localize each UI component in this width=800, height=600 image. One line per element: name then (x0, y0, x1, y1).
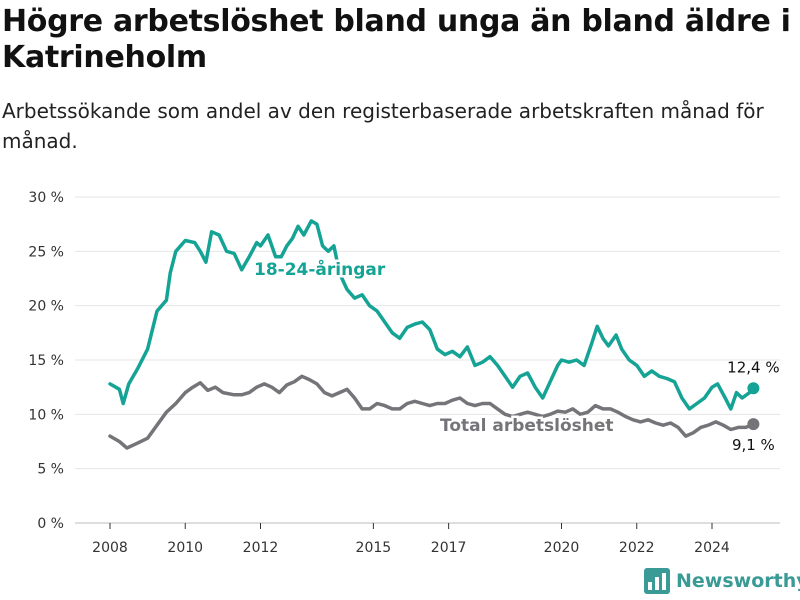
x-tick-label: 2015 (356, 540, 392, 556)
chart-title: Högre arbetslöshet bland unga än bland ä… (2, 4, 791, 75)
bar-chart-icon (644, 568, 670, 594)
x-tick-label: 2022 (619, 540, 655, 556)
youth-series-end-point (747, 382, 760, 395)
youth-series-line (108, 219, 756, 411)
total-series-line (108, 374, 756, 450)
y-tick-label: 30 % (28, 190, 64, 206)
brand-name: Newsworthy (676, 570, 800, 592)
x-tick-label: 2017 (431, 540, 467, 556)
total-series-end-point (747, 418, 760, 431)
x-tick-label: 2008 (92, 540, 128, 556)
y-tick-label: 10 % (28, 407, 64, 423)
x-tick-label: 2010 (167, 540, 203, 556)
chart-subtitle: Arbetssökande som andel av den registerb… (2, 99, 764, 153)
y-tick-label: 20 % (28, 299, 64, 315)
newsworthy-logo: Newsworthy (644, 568, 800, 594)
youth-series-label: 18-24-åringar (254, 258, 386, 280)
y-tick-label: 5 % (37, 462, 64, 478)
total-series-label: Total arbetslöshet (440, 416, 614, 436)
x-tick-label: 2020 (544, 540, 580, 556)
y-tick-label: 0 % (37, 516, 64, 532)
total-end-value-label: 9,1 % (732, 436, 775, 454)
x-tick-label: 2024 (694, 540, 730, 556)
x-tick-label: 2012 (243, 540, 279, 556)
y-tick-label: 25 % (28, 244, 64, 260)
youth-end-value-label: 12,4 % (727, 358, 779, 376)
y-tick-label: 15 % (28, 353, 64, 369)
